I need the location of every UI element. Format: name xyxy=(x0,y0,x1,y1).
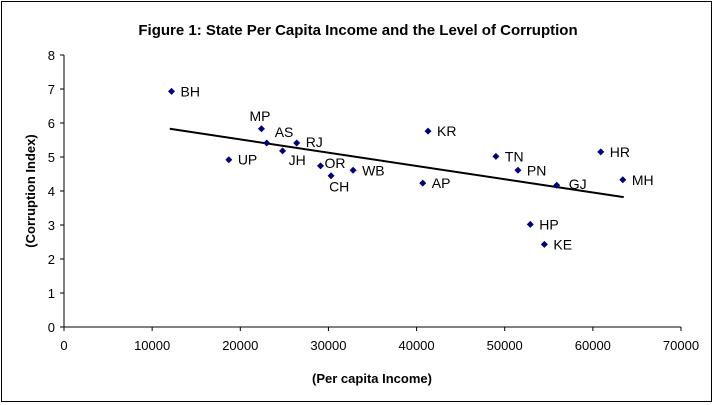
y-tick-label: 3 xyxy=(48,218,55,233)
x-tick-label: 20000 xyxy=(222,338,258,353)
trendline xyxy=(169,127,624,199)
point-label-jh: JH xyxy=(289,152,306,168)
data-point-rj xyxy=(293,139,301,147)
y-tick-label: 5 xyxy=(48,150,55,165)
x-axis-ticks: 0 10000 20000 30000 40000 50000 60000 70000 xyxy=(60,327,699,353)
y-tick-label: 4 xyxy=(48,184,55,199)
x-axis-title: (Per capita Income) xyxy=(312,371,432,386)
point-label-gj: GJ xyxy=(569,176,587,192)
data-point-or xyxy=(316,162,324,170)
x-tick-label: 50000 xyxy=(487,338,523,353)
point-label-up: UP xyxy=(238,152,257,168)
data-point-mp xyxy=(257,125,265,133)
point-label-pn: PN xyxy=(527,162,546,178)
point-label-hr: HR xyxy=(610,144,630,160)
y-tick-label: 2 xyxy=(48,252,55,267)
data-point-bh xyxy=(168,87,176,95)
y-tick-label: 7 xyxy=(48,82,55,97)
point-label-rj: RJ xyxy=(306,134,323,150)
x-tick-label: 40000 xyxy=(398,338,434,353)
data-point-hp xyxy=(526,220,534,228)
y-tick-label: 6 xyxy=(48,116,55,131)
x-tick-label: 0 xyxy=(60,338,67,353)
trendline-group xyxy=(169,127,624,199)
point-label-ap: AP xyxy=(432,175,451,191)
data-point-ke xyxy=(540,240,548,248)
point-label-hp: HP xyxy=(539,216,558,232)
data-point-ap xyxy=(419,179,427,187)
data-points xyxy=(168,87,627,248)
data-point-tn xyxy=(492,152,500,160)
data-point-mh xyxy=(619,176,627,184)
x-tick-label: 10000 xyxy=(134,338,170,353)
data-point-up xyxy=(225,156,233,164)
y-tick-label: 0 xyxy=(48,320,55,335)
data-point-kr xyxy=(424,127,432,135)
point-label-ke: KE xyxy=(553,236,572,252)
data-point-wb xyxy=(349,166,357,174)
point-label-tn: TN xyxy=(505,148,524,164)
point-label-kr: KR xyxy=(437,123,456,139)
y-axis-ticks: 0 1 2 3 4 5 6 7 8 xyxy=(48,48,64,335)
x-tick-label: 70000 xyxy=(663,338,699,353)
point-label-as: AS xyxy=(275,124,294,140)
data-point-jh xyxy=(279,147,287,155)
data-point-pn xyxy=(514,166,522,174)
data-point-as xyxy=(263,139,271,147)
point-label-mh: MH xyxy=(632,172,654,188)
data-point-ch xyxy=(327,172,335,180)
point-label-wb: WB xyxy=(362,162,385,178)
chart-title: Figure 1: State Per Capita Income and th… xyxy=(138,22,577,39)
point-label-mp: MP xyxy=(249,108,270,124)
x-tick-label: 30000 xyxy=(310,338,346,353)
data-point-hr xyxy=(597,148,605,156)
point-label-ch: CH xyxy=(329,179,349,195)
point-label-bh: BH xyxy=(181,83,200,99)
point-label-or: OR xyxy=(324,155,345,171)
x-tick-label: 60000 xyxy=(575,338,611,353)
y-axis-title: (Corruption Index) xyxy=(23,134,38,247)
data-point-gj xyxy=(553,181,561,189)
y-tick-label: 8 xyxy=(48,48,55,63)
y-tick-label: 1 xyxy=(48,286,55,301)
